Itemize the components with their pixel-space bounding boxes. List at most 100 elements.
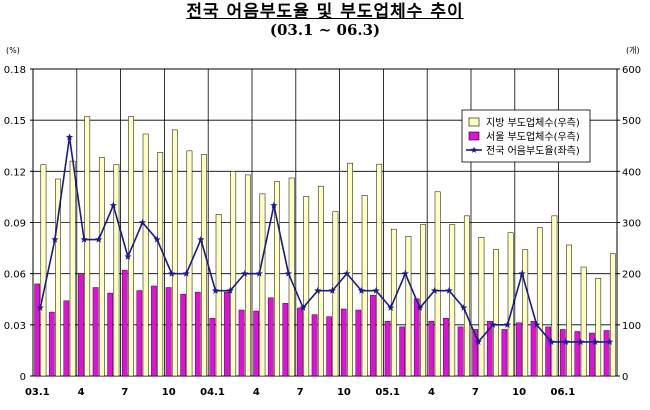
x-tick-label: 7 — [472, 387, 479, 398]
bar-seoul — [559, 329, 566, 377]
right-tick-label: 200 — [622, 270, 641, 281]
bar-seoul — [136, 290, 143, 377]
rate-point — [299, 303, 307, 311]
bar-regional — [449, 224, 456, 377]
rate-point — [168, 269, 176, 277]
rate-point — [401, 269, 409, 277]
rate-point — [518, 269, 526, 277]
bar-regional — [551, 215, 558, 377]
bar-seoul — [516, 322, 522, 377]
x-tick-label: 7 — [121, 387, 128, 398]
right-tick-label: 100 — [622, 321, 641, 332]
rate-point — [314, 286, 322, 294]
bar-regional — [580, 266, 587, 377]
bar-regional — [201, 154, 207, 377]
bar-regional — [536, 227, 543, 377]
x-tick-label: 4 — [253, 387, 260, 398]
x-tick-label: 4 — [428, 387, 435, 398]
rate-point — [474, 338, 482, 345]
bar-regional — [609, 253, 616, 377]
bar-regional — [157, 152, 164, 377]
right-tick-label: 300 — [622, 219, 641, 230]
rate-point — [503, 321, 512, 328]
bar-seoul — [63, 300, 70, 377]
x-tick-label: 10 — [162, 387, 176, 398]
rate-point — [241, 269, 249, 277]
axes: 0 0 0.03 100 0.06 200 0.09 300 0.12 400 0.15 500 0.1… — [4, 45, 641, 398]
bar-regional — [55, 178, 61, 377]
bar-marks — [34, 116, 616, 377]
rate-point — [489, 321, 497, 328]
bar-regional — [230, 171, 237, 377]
bar-seoul — [297, 307, 303, 377]
rate-point — [153, 235, 161, 243]
bar-seoul — [92, 287, 99, 377]
legend-label-rate: 전국 어음부도율(좌측) — [486, 145, 580, 157]
bar-seoul — [48, 311, 55, 377]
rate-point — [460, 303, 468, 311]
x-tick-label: 05.1 — [375, 387, 400, 398]
x-tick-label: 04.1 — [200, 387, 225, 398]
bar-seoul — [121, 269, 128, 377]
bar-regional — [317, 185, 324, 377]
left-axis-unit: (%) — [6, 46, 20, 55]
left-tick-label: 0.06 — [4, 270, 26, 281]
bar-regional — [434, 191, 441, 377]
right-tick-label: 0 — [622, 372, 628, 383]
left-tick-label: 0 — [20, 372, 26, 383]
bar-regional — [259, 193, 266, 377]
right-tick-label: 400 — [622, 167, 641, 178]
x-tick-label: 10 — [337, 387, 351, 398]
bar-seoul — [253, 310, 260, 377]
x-tick-label: 7 — [297, 387, 304, 398]
bar-regional — [478, 237, 485, 377]
rate-point — [270, 201, 278, 209]
bar-regional — [332, 211, 339, 377]
left-tick-label: 0.09 — [4, 219, 26, 230]
rate-point — [95, 235, 103, 243]
right-tick-label: 500 — [622, 116, 641, 127]
bar-seoul — [384, 321, 391, 377]
rate-point — [65, 133, 74, 141]
bar-seoul — [282, 303, 289, 377]
right-axis-unit: (개) — [626, 45, 640, 55]
rate-point — [416, 303, 424, 311]
x-tick-label: 03.1 — [25, 387, 50, 398]
bar-regional — [215, 214, 222, 377]
bar-regional — [69, 160, 76, 377]
bar-seoul — [486, 321, 493, 377]
bar-seoul — [165, 287, 172, 377]
bar-regional — [361, 195, 368, 377]
rate-point — [36, 303, 44, 311]
rate-point — [591, 338, 599, 345]
rate-point — [445, 286, 453, 294]
bar-seoul — [413, 298, 420, 377]
bar-seoul — [399, 326, 406, 377]
x-tick-label: 10 — [512, 387, 526, 398]
bar-regional — [376, 163, 383, 377]
bar-regional — [566, 244, 572, 377]
legend-box — [461, 109, 591, 163]
bar-regional — [347, 162, 353, 377]
rate-point — [357, 286, 366, 294]
bar-regional — [98, 157, 105, 377]
bar-regional — [274, 181, 280, 377]
bar-seoul — [151, 285, 157, 377]
rate-point — [80, 235, 88, 243]
bar-seoul — [457, 326, 464, 377]
bar-regional — [522, 249, 529, 377]
rate-point — [562, 338, 570, 345]
bar-regional — [420, 224, 426, 377]
bar-seoul — [34, 283, 40, 377]
bar-seoul — [311, 314, 318, 377]
legend-label-regional: 지방 부도업체수(우측) — [486, 116, 580, 129]
right-tick-label: 600 — [622, 65, 641, 76]
bar-seoul — [545, 326, 552, 377]
bar-seoul — [472, 329, 479, 377]
bar-seoul — [603, 330, 610, 377]
chart-subtitle: (03.1 ~ 06.3) — [269, 21, 381, 39]
rate-point — [430, 286, 439, 294]
rate-point — [138, 218, 147, 226]
